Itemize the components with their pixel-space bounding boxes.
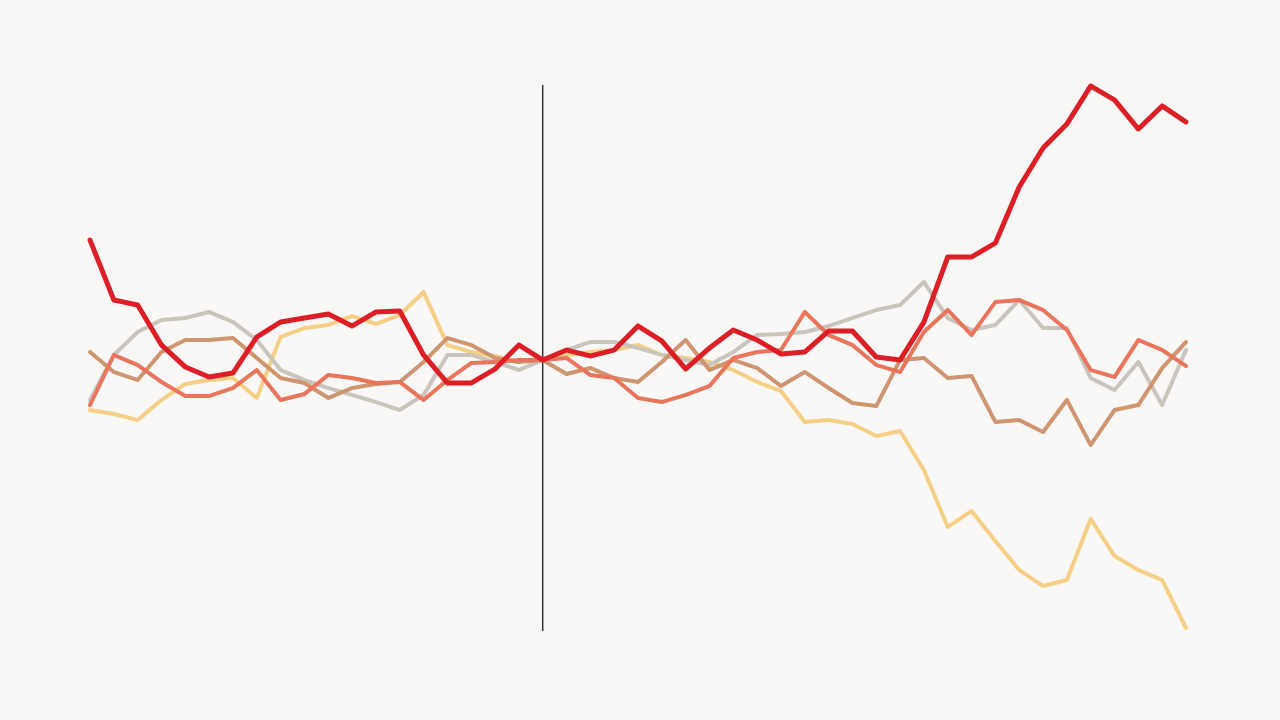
series-line	[88, 280, 1188, 412]
series-line	[88, 298, 1188, 407]
series-line	[88, 336, 1188, 447]
series-line	[87, 83, 1189, 386]
